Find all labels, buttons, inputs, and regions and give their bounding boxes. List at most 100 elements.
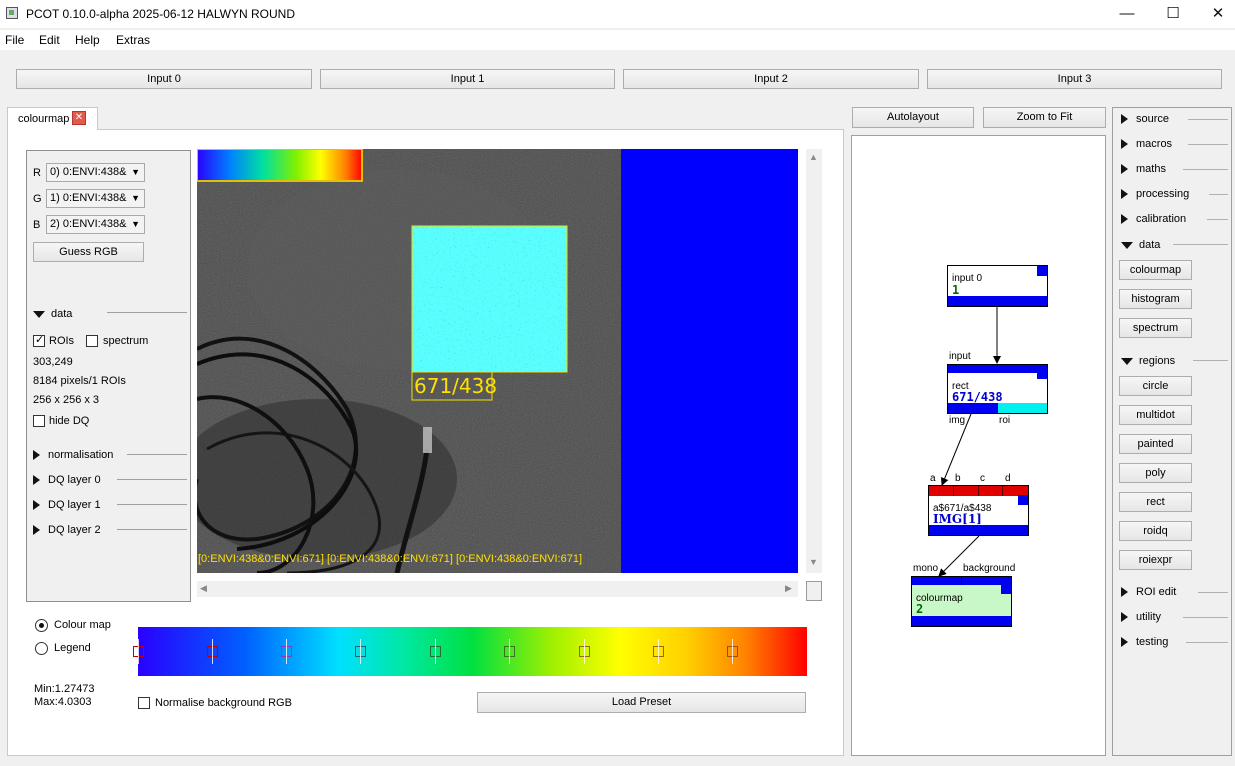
gradient-stop[interactable] xyxy=(207,639,218,664)
canvas-image xyxy=(197,149,798,573)
legend-radio[interactable] xyxy=(35,642,48,655)
palette-section-maths[interactable]: maths xyxy=(1121,163,1166,175)
divider xyxy=(1193,360,1228,361)
close-tab-icon[interactable]: ✕ xyxy=(72,111,86,125)
palette-button-circle[interactable]: circle xyxy=(1119,376,1192,396)
scroll-up-icon[interactable]: ▲ xyxy=(809,152,818,162)
node-input-0[interactable]: input 0 1 xyxy=(947,265,1048,307)
palette-section-regions[interactable]: regions xyxy=(1121,355,1175,367)
rois-checkbox[interactable] xyxy=(33,333,45,347)
data-section-header[interactable]: data xyxy=(33,308,72,320)
tab-colourmap[interactable]: colourmap ✕ xyxy=(7,107,98,130)
palette-section-data[interactable]: data xyxy=(1121,239,1160,251)
colour-map-radio[interactable] xyxy=(35,619,48,632)
window-title: PCOT 0.10.0-alpha 2025-06-12 HALWYN ROUN… xyxy=(26,7,296,21)
spectrum-label: spectrum xyxy=(103,335,149,347)
normalise-background-label: Normalise background RGB xyxy=(155,697,292,709)
menu-file[interactable]: File xyxy=(5,33,25,47)
input-2-button[interactable]: Input 2 xyxy=(623,69,919,89)
spectrum-checkbox[interactable] xyxy=(86,335,98,347)
output-connector-roi[interactable] xyxy=(997,403,1047,413)
palette-button-spectrum[interactable]: spectrum xyxy=(1119,318,1192,338)
gradient-stop[interactable] xyxy=(653,639,664,664)
palette-button-multidot[interactable]: multidot xyxy=(1119,405,1192,425)
input-1-button[interactable]: Input 1 xyxy=(320,69,615,89)
colourmap-gradient-editor[interactable] xyxy=(133,627,807,676)
input-connector-a[interactable] xyxy=(929,486,954,496)
canvas-horizontal-scrollbar[interactable]: ◀ ▶ xyxy=(197,581,798,597)
dq-layer-0-header[interactable]: DQ layer 0 xyxy=(33,474,101,486)
palette-button-roidq[interactable]: roidq xyxy=(1119,521,1192,541)
channel-r-select[interactable]: 0) 0:ENVI:438& ▼ xyxy=(46,163,145,182)
palette-button-roiexpr[interactable]: roiexpr xyxy=(1119,550,1192,570)
maximize-button[interactable]: ☐ xyxy=(1166,5,1180,22)
input-connector-mono[interactable] xyxy=(912,577,962,585)
max-value: Max:4.0303 xyxy=(34,696,92,708)
gradient-stop[interactable] xyxy=(504,639,515,664)
scroll-down-icon[interactable]: ▼ xyxy=(809,557,818,567)
divider xyxy=(117,529,187,530)
guess-rgb-button[interactable]: Guess RGB xyxy=(33,242,144,262)
size-text: 256 x 256 x 3 xyxy=(33,394,100,406)
output-connector[interactable] xyxy=(929,525,1028,535)
scroll-right-icon[interactable]: ▶ xyxy=(785,583,792,593)
output-connector[interactable] xyxy=(948,296,1047,306)
input-connector-d[interactable] xyxy=(1003,486,1028,496)
dq-layer-2-header[interactable]: DQ layer 2 xyxy=(33,524,101,536)
close-window-button[interactable]: ✕ xyxy=(1211,5,1225,22)
legend-radio-label: Legend xyxy=(54,642,91,654)
palette-section-utility[interactable]: utility xyxy=(1121,611,1161,623)
gradient-stop[interactable] xyxy=(579,639,590,664)
menu-help[interactable]: Help xyxy=(75,33,100,47)
menu-extras[interactable]: Extras xyxy=(116,33,151,47)
canvas-vertical-scrollbar[interactable]: ▲ ▼ xyxy=(806,149,822,573)
palette-section-processing[interactable]: processing xyxy=(1121,188,1189,200)
input-connector-c[interactable] xyxy=(978,486,1004,496)
scroll-left-icon[interactable]: ◀ xyxy=(200,583,207,593)
chevron-down-icon: ▼ xyxy=(131,219,140,229)
gradient-stop[interactable] xyxy=(133,639,144,664)
node-corner xyxy=(1037,266,1047,276)
menu-edit[interactable]: Edit xyxy=(39,33,60,47)
palette-button-painted[interactable]: painted xyxy=(1119,434,1192,454)
node-expr[interactable]: a$671/a$438 IMG[1] xyxy=(928,485,1029,536)
channel-g-select[interactable]: 1) 0:ENVI:438& ▼ xyxy=(46,189,145,208)
dq-layer-1-header[interactable]: DQ layer 1 xyxy=(33,499,101,511)
node-rect[interactable]: rect 671/438 xyxy=(947,364,1048,414)
palette-section-source[interactable]: source xyxy=(1121,113,1169,125)
palette-button-colourmap[interactable]: colourmap xyxy=(1119,260,1192,280)
minimize-button[interactable]: — xyxy=(1119,5,1135,22)
gradient-stop[interactable] xyxy=(430,639,441,664)
channel-b-select[interactable]: 2) 0:ENVI:438& ▼ xyxy=(46,215,145,234)
load-preset-button[interactable]: Load Preset xyxy=(477,692,806,713)
output-connector[interactable] xyxy=(912,616,1011,626)
output-connector-img[interactable] xyxy=(948,403,998,413)
gradient-stop[interactable] xyxy=(727,639,738,664)
node-colourmap[interactable]: colourmap 2 xyxy=(911,576,1012,627)
palette-button-histogram[interactable]: histogram xyxy=(1119,289,1192,309)
normalisation-section-header[interactable]: normalisation xyxy=(33,449,113,461)
autolayout-button[interactable]: Autolayout xyxy=(852,107,974,128)
hide-dq-checkbox[interactable] xyxy=(33,415,45,427)
palette-section-roi-edit[interactable]: ROI edit xyxy=(1121,586,1176,598)
collapsed-arrow-icon xyxy=(1121,164,1128,175)
divider xyxy=(117,504,187,505)
normalise-background-checkbox[interactable] xyxy=(138,697,150,709)
input-3-button[interactable]: Input 3 xyxy=(927,69,1222,89)
image-canvas[interactable]: 671/438 [0:ENVI:438&0:ENVI:671] [0:ENVI:… xyxy=(197,149,798,573)
gradient-stop[interactable] xyxy=(355,639,366,664)
input-connector-b[interactable] xyxy=(953,486,979,496)
input-0-button[interactable]: Input 0 xyxy=(16,69,312,89)
zoom-to-fit-button[interactable]: Zoom to Fit xyxy=(983,107,1106,128)
palette-button-poly[interactable]: poly xyxy=(1119,463,1192,483)
palette-section-macros[interactable]: macros xyxy=(1121,138,1172,150)
palette-button-rect[interactable]: rect xyxy=(1119,492,1192,512)
input-connector-background[interactable] xyxy=(961,577,1011,585)
canvas-caption: [0:ENVI:438&0:ENVI:671] [0:ENVI:438&0:EN… xyxy=(198,553,583,565)
gradient-stop[interactable] xyxy=(281,639,292,664)
palette-section-calibration[interactable]: calibration xyxy=(1121,213,1186,225)
node-graph[interactable]: input 0 1 input rect 671/438 img roi a b… xyxy=(851,135,1106,756)
palette-section-testing[interactable]: testing xyxy=(1121,636,1168,648)
node-subtitle: IMG[1] xyxy=(933,512,982,526)
input-connector[interactable] xyxy=(948,365,1047,373)
